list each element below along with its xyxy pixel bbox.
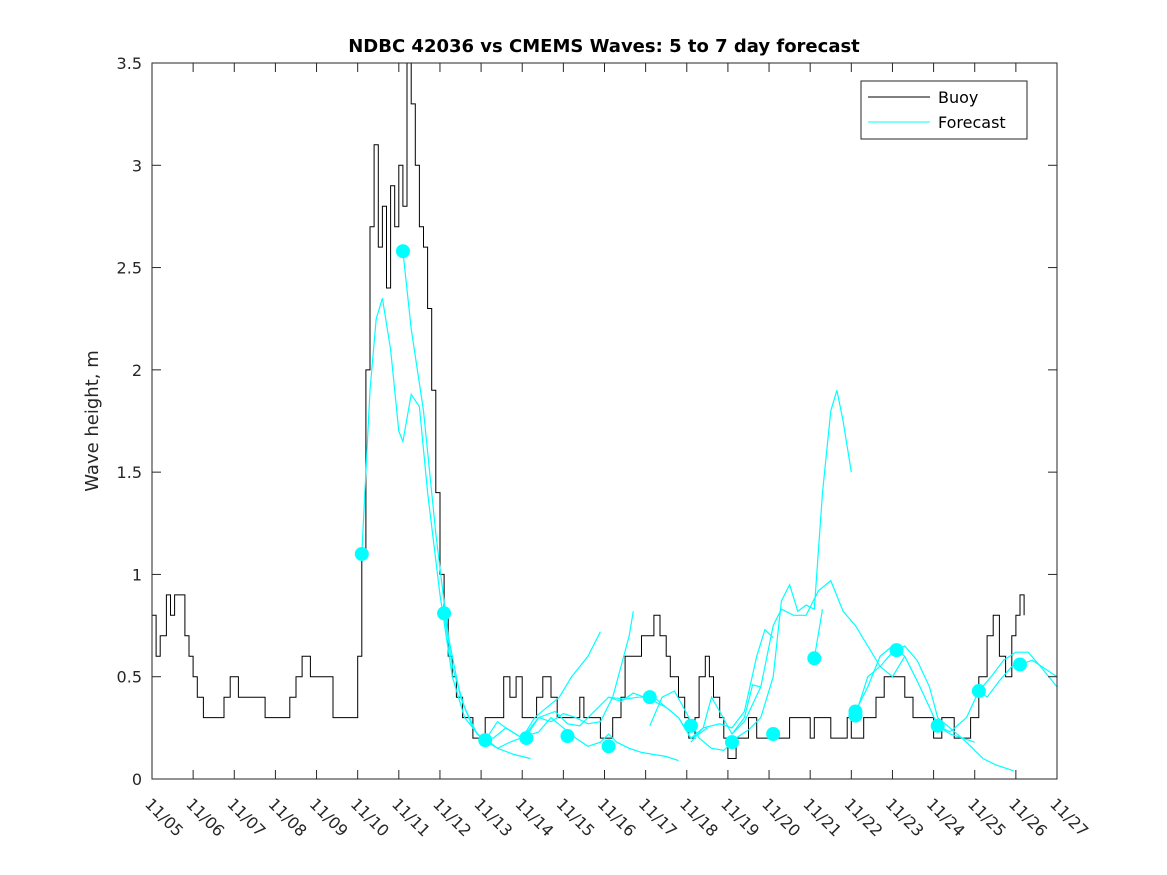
forecast-series-line-12 [854,645,1014,772]
y-tick-label: 1.5 [117,463,142,482]
forecast-series-line-10 [813,609,824,659]
forecast-marker-5 [519,731,534,746]
forecast-marker-18 [1012,657,1027,672]
forecast-marker-7 [601,739,616,754]
forecast-marker-3 [437,606,452,621]
forecast-marker-1 [354,546,369,561]
y-tick-label: 3 [132,156,142,175]
forecast-marker-10 [725,735,740,750]
forecast-marker-6 [560,729,575,744]
legend-box [860,80,1028,140]
y-axis-label: Wave height, m [82,350,103,491]
forecast-series-line-9 [731,579,906,735]
forecast-series-line-13 [937,651,1058,733]
forecast-marker-12 [807,651,822,666]
y-tick-label: 3.5 [117,54,142,73]
plot-area [152,62,1058,772]
forecast-series-line-2 [402,251,601,739]
forecast-marker-2 [395,244,410,259]
y-tick-label: 2.5 [117,259,142,278]
forecast-marker-16 [930,718,945,733]
forecast-series-line-3 [443,611,634,741]
forecast-marker-11 [766,726,781,741]
y-tick-label: 1 [132,565,142,584]
y-tick-label: 2 [132,361,142,380]
forecast-marker-4 [478,733,493,748]
forecast-series-line-11 [854,645,975,743]
chart-title: NDBC 42036 vs CMEMS Waves: 5 to 7 day fo… [348,36,860,57]
forecast-marker-14 [848,708,863,723]
legend-buoy-label: Buoy [938,88,978,107]
legend-forecast-label: Forecast [938,113,1006,132]
forecast-marker-17 [971,684,986,699]
forecast-marker-8 [642,690,657,705]
legend: Buoy Forecast [860,80,1028,140]
forecast-series-line-8 [690,628,774,743]
forecast-marker-15 [889,643,904,658]
buoy-series-line [152,62,1025,759]
y-tick-label: 0.5 [117,668,142,687]
forecast-marker-9 [683,718,698,733]
y-tick-label: 0 [132,770,142,789]
